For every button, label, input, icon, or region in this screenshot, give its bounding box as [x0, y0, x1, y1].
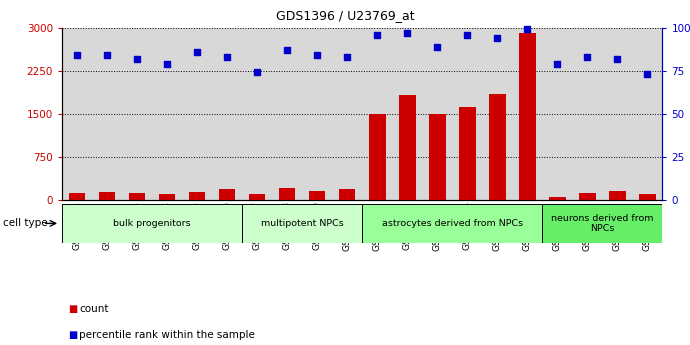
Bar — [399, 95, 415, 200]
Text: astrocytes derived from NPCs: astrocytes derived from NPCs — [382, 219, 523, 228]
Text: cell type: cell type — [3, 218, 48, 228]
Bar — [249, 194, 266, 200]
Point — [642, 71, 653, 77]
Point — [282, 47, 293, 53]
Point — [582, 54, 593, 60]
Point — [612, 56, 623, 61]
Point — [72, 52, 83, 58]
Text: GDS1396 / U23769_at: GDS1396 / U23769_at — [276, 9, 414, 22]
Bar — [189, 193, 206, 200]
Bar — [339, 189, 355, 200]
Bar — [542, 204, 662, 243]
Bar — [579, 193, 595, 200]
Bar — [609, 191, 626, 200]
Bar — [279, 188, 295, 200]
Text: multipotent NPCs: multipotent NPCs — [261, 219, 344, 228]
Text: ■: ■ — [68, 304, 77, 314]
Point — [221, 54, 233, 60]
Point — [101, 52, 112, 58]
Point — [342, 54, 353, 60]
Point — [312, 52, 323, 58]
Text: ■: ■ — [68, 330, 77, 339]
Point — [432, 44, 443, 49]
Point — [402, 30, 413, 36]
Text: bulk progenitors: bulk progenitors — [113, 219, 191, 228]
Bar — [489, 94, 506, 200]
Point — [492, 35, 503, 41]
Point — [192, 49, 203, 55]
Bar — [459, 107, 475, 200]
Bar — [429, 115, 446, 200]
Bar — [362, 204, 542, 243]
Bar — [309, 191, 326, 200]
Point — [522, 27, 533, 32]
Point — [552, 61, 563, 67]
Bar — [69, 193, 86, 200]
Text: count: count — [79, 304, 109, 314]
Bar — [159, 194, 175, 200]
Point — [462, 32, 473, 37]
Bar — [99, 192, 115, 200]
Bar — [62, 204, 242, 243]
Point — [161, 61, 172, 67]
Point — [372, 32, 383, 37]
Point — [252, 70, 263, 75]
Bar — [219, 189, 235, 200]
Text: neurons derived from
NPCs: neurons derived from NPCs — [551, 214, 653, 233]
Bar — [519, 33, 535, 200]
Bar — [129, 193, 146, 200]
Bar — [639, 194, 656, 200]
Point — [132, 56, 143, 61]
Text: percentile rank within the sample: percentile rank within the sample — [79, 330, 255, 339]
Bar — [242, 204, 362, 243]
Bar — [549, 197, 566, 200]
Bar — [369, 115, 386, 200]
